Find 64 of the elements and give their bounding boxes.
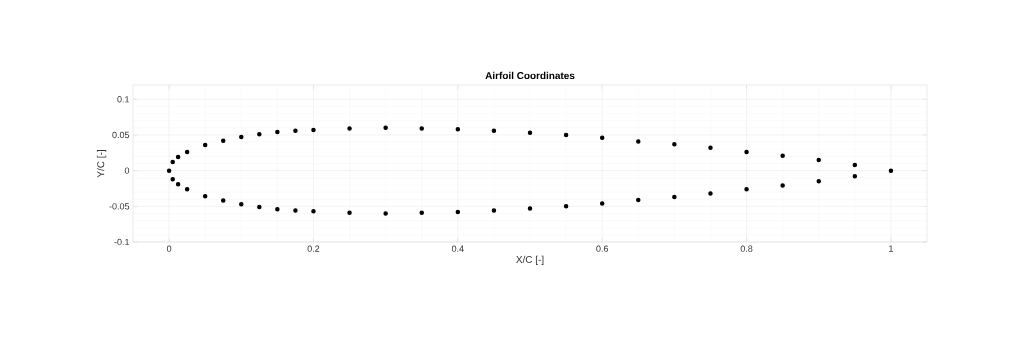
point — [202, 142, 208, 148]
point — [852, 174, 858, 179]
x-tick-label: 0.2 — [307, 245, 320, 252]
point — [175, 181, 181, 187]
x-tick-label: 0.6 — [596, 245, 609, 252]
point — [202, 194, 208, 199]
point — [257, 204, 262, 210]
point — [816, 157, 821, 163]
y-axis-title: Y/C [-] — [96, 150, 107, 178]
y-tick-label: -0.05 — [109, 203, 130, 210]
point — [311, 127, 316, 133]
point — [527, 130, 533, 136]
point — [347, 210, 352, 215]
point — [527, 206, 533, 211]
point — [293, 128, 298, 133]
y-tick-label: 0 — [124, 167, 130, 174]
point — [888, 168, 894, 173]
point — [708, 145, 713, 151]
point — [852, 162, 858, 168]
point — [636, 197, 641, 203]
x-tick-label: 1 — [889, 245, 893, 252]
x-tick-label: 0 — [166, 245, 172, 252]
point — [383, 211, 388, 216]
point — [383, 125, 388, 131]
point — [491, 128, 497, 133]
y-tick-label: -0.1 — [114, 238, 130, 246]
point — [780, 153, 785, 158]
x-axis-title: X/C [-] — [516, 255, 544, 265]
point — [184, 149, 190, 155]
point — [184, 186, 190, 192]
x-tick-label: 0.8 — [740, 245, 753, 252]
point — [455, 126, 461, 132]
point — [419, 126, 424, 131]
point — [275, 206, 280, 212]
point — [175, 154, 181, 160]
point — [636, 139, 641, 144]
point — [311, 209, 316, 214]
y-tick-label: 0.05 — [112, 131, 130, 139]
point — [455, 209, 461, 215]
y-tick-label: 0.1 — [117, 96, 130, 103]
point — [275, 129, 280, 135]
point — [744, 149, 749, 155]
point — [599, 201, 605, 206]
point — [170, 176, 175, 182]
point — [419, 210, 424, 215]
point — [239, 134, 244, 140]
point — [563, 204, 569, 209]
point — [170, 159, 175, 165]
point — [672, 141, 677, 147]
point — [239, 201, 244, 207]
point — [166, 168, 172, 173]
point — [563, 132, 569, 138]
x-tick-label: 0.4 — [451, 245, 464, 252]
point — [599, 135, 605, 141]
point — [491, 208, 497, 213]
point — [744, 186, 749, 192]
point — [220, 198, 226, 203]
point — [257, 131, 262, 137]
point — [220, 138, 226, 143]
point — [816, 179, 821, 184]
point — [293, 208, 298, 213]
point — [672, 194, 677, 200]
point — [780, 183, 785, 188]
chart-title: Airfoil Coordinates — [485, 71, 575, 80]
